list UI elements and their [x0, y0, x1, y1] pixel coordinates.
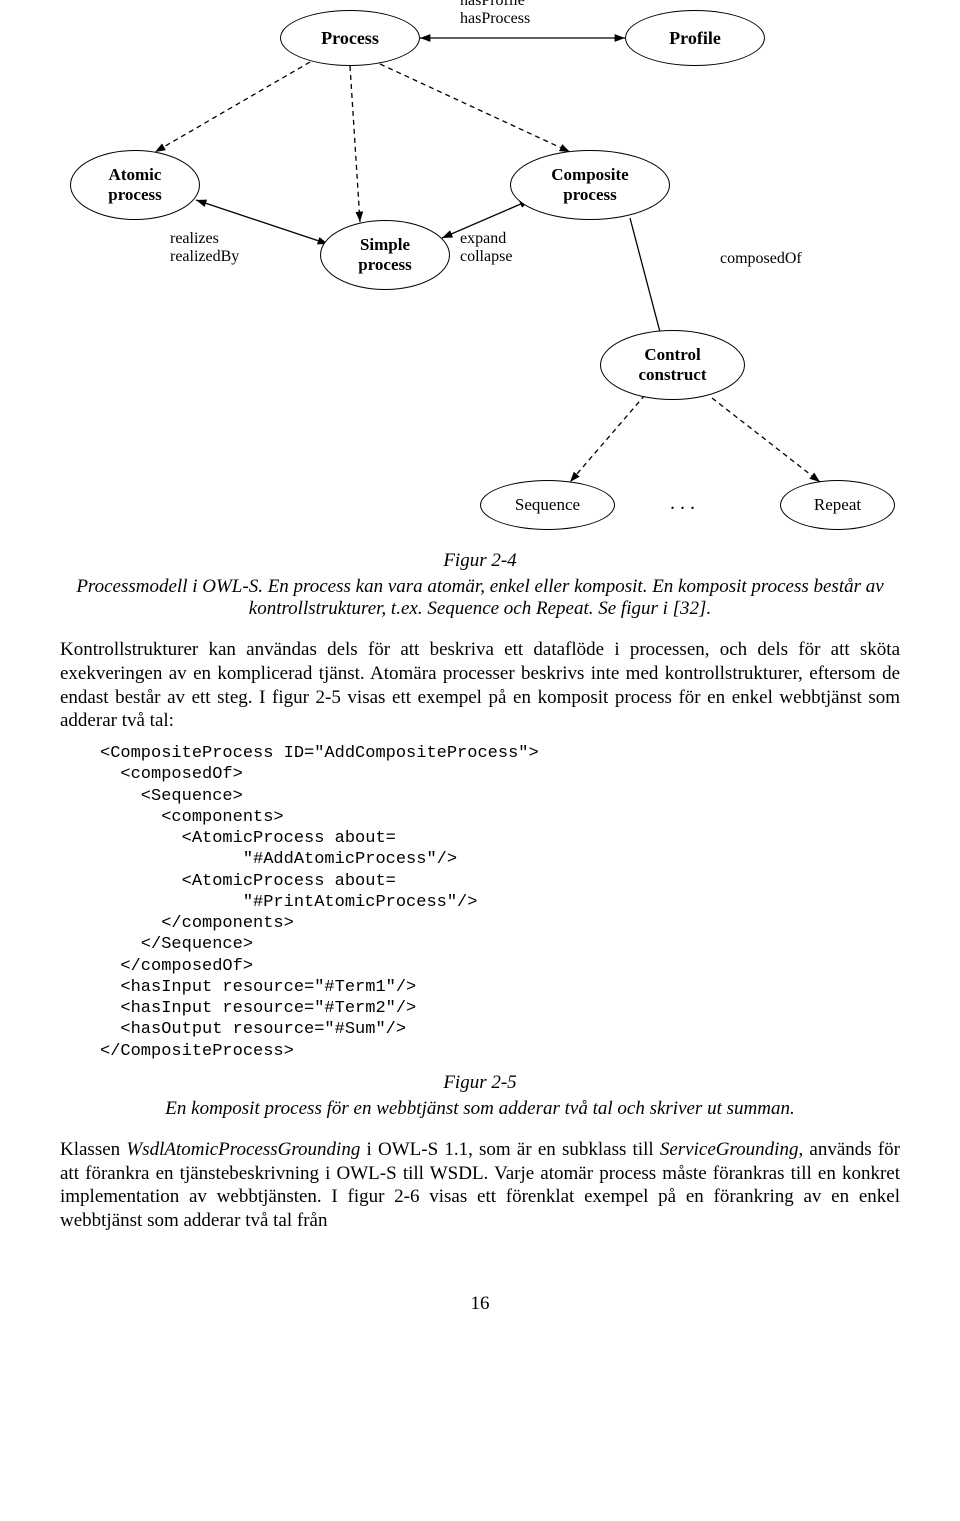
- edge-label: composedOf: [720, 250, 802, 268]
- edge-label: hasProfile hasProcess: [460, 0, 530, 28]
- process-model-diagram: Process Profile Atomic process Simple proce…: [60, 0, 900, 540]
- paragraph-2: Klassen WsdlAtomicProcessGrounding i OWL…: [60, 1138, 900, 1233]
- edge-label: . . .: [670, 492, 695, 515]
- code-listing: <CompositeProcess ID="AddCompositeProces…: [100, 743, 900, 1062]
- node-atomic: Atomic process: [70, 150, 200, 220]
- node-profile: Profile: [625, 10, 765, 66]
- node-repeat: Repeat: [780, 480, 895, 530]
- edge-label: expand collapse: [460, 230, 512, 266]
- node-simple: Simple process: [320, 220, 450, 290]
- node-control: Control construct: [600, 330, 745, 400]
- edge-label: realizes realizedBy: [170, 230, 239, 266]
- figure-2-4-caption: Processmodell i OWL-S. En process kan va…: [60, 576, 900, 620]
- figure-2-5-number: Figur 2-5: [60, 1072, 900, 1094]
- node-process: Process: [280, 10, 420, 66]
- figure-2-4-number: Figur 2-4: [60, 550, 900, 572]
- page-number: 16: [60, 1293, 900, 1315]
- paragraph-1: Kontrollstrukturer kan användas dels för…: [60, 638, 900, 733]
- node-sequence: Sequence: [480, 480, 615, 530]
- node-composite: Composite process: [510, 150, 670, 220]
- figure-2-5-caption: En komposit process för en webbtjänst so…: [60, 1098, 900, 1120]
